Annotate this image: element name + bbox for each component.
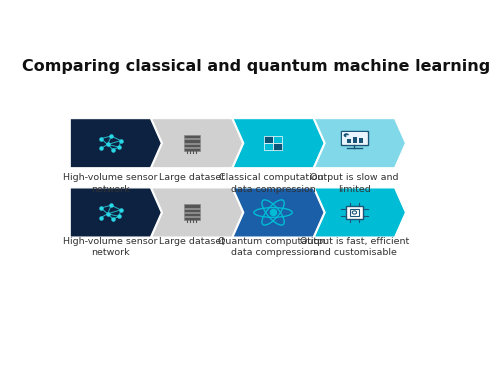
Polygon shape (314, 188, 406, 237)
Bar (350, 209, 359, 216)
Wedge shape (344, 133, 349, 137)
Text: Output is slow and
limited: Output is slow and limited (310, 174, 398, 194)
Bar (359, 138, 362, 143)
Polygon shape (152, 188, 242, 237)
Text: Comparing classical and quantum machine learning: Comparing classical and quantum machine … (22, 59, 490, 74)
Bar (184, 135, 200, 138)
Text: Output is fast, efficient
and customisable: Output is fast, efficient and customisab… (300, 237, 409, 257)
Bar (184, 144, 200, 147)
Bar (184, 217, 200, 220)
Bar (264, 136, 273, 143)
Text: Large dataset: Large dataset (158, 174, 224, 183)
Polygon shape (152, 118, 242, 168)
Polygon shape (314, 118, 406, 168)
Bar (264, 143, 273, 150)
Bar (184, 209, 200, 212)
Bar (341, 131, 368, 144)
Bar (274, 136, 282, 143)
Text: High-volume sensor
network: High-volume sensor network (63, 174, 158, 194)
Text: High-volume sensor
network: High-volume sensor network (63, 237, 158, 257)
Text: Classical computation:
data compression: Classical computation: data compression (219, 174, 327, 194)
Bar (184, 204, 200, 208)
Text: Quantum computation:
data compression: Quantum computation: data compression (218, 237, 328, 257)
Polygon shape (70, 188, 162, 237)
Bar (346, 206, 363, 219)
Bar (184, 148, 200, 151)
Bar (342, 132, 367, 144)
Polygon shape (233, 118, 324, 168)
Polygon shape (233, 188, 324, 237)
Polygon shape (70, 118, 162, 168)
Bar (347, 139, 350, 143)
Bar (184, 213, 200, 216)
Bar (274, 143, 282, 150)
Bar (353, 137, 356, 143)
Text: Large dataset: Large dataset (158, 237, 224, 246)
Bar (184, 140, 200, 142)
